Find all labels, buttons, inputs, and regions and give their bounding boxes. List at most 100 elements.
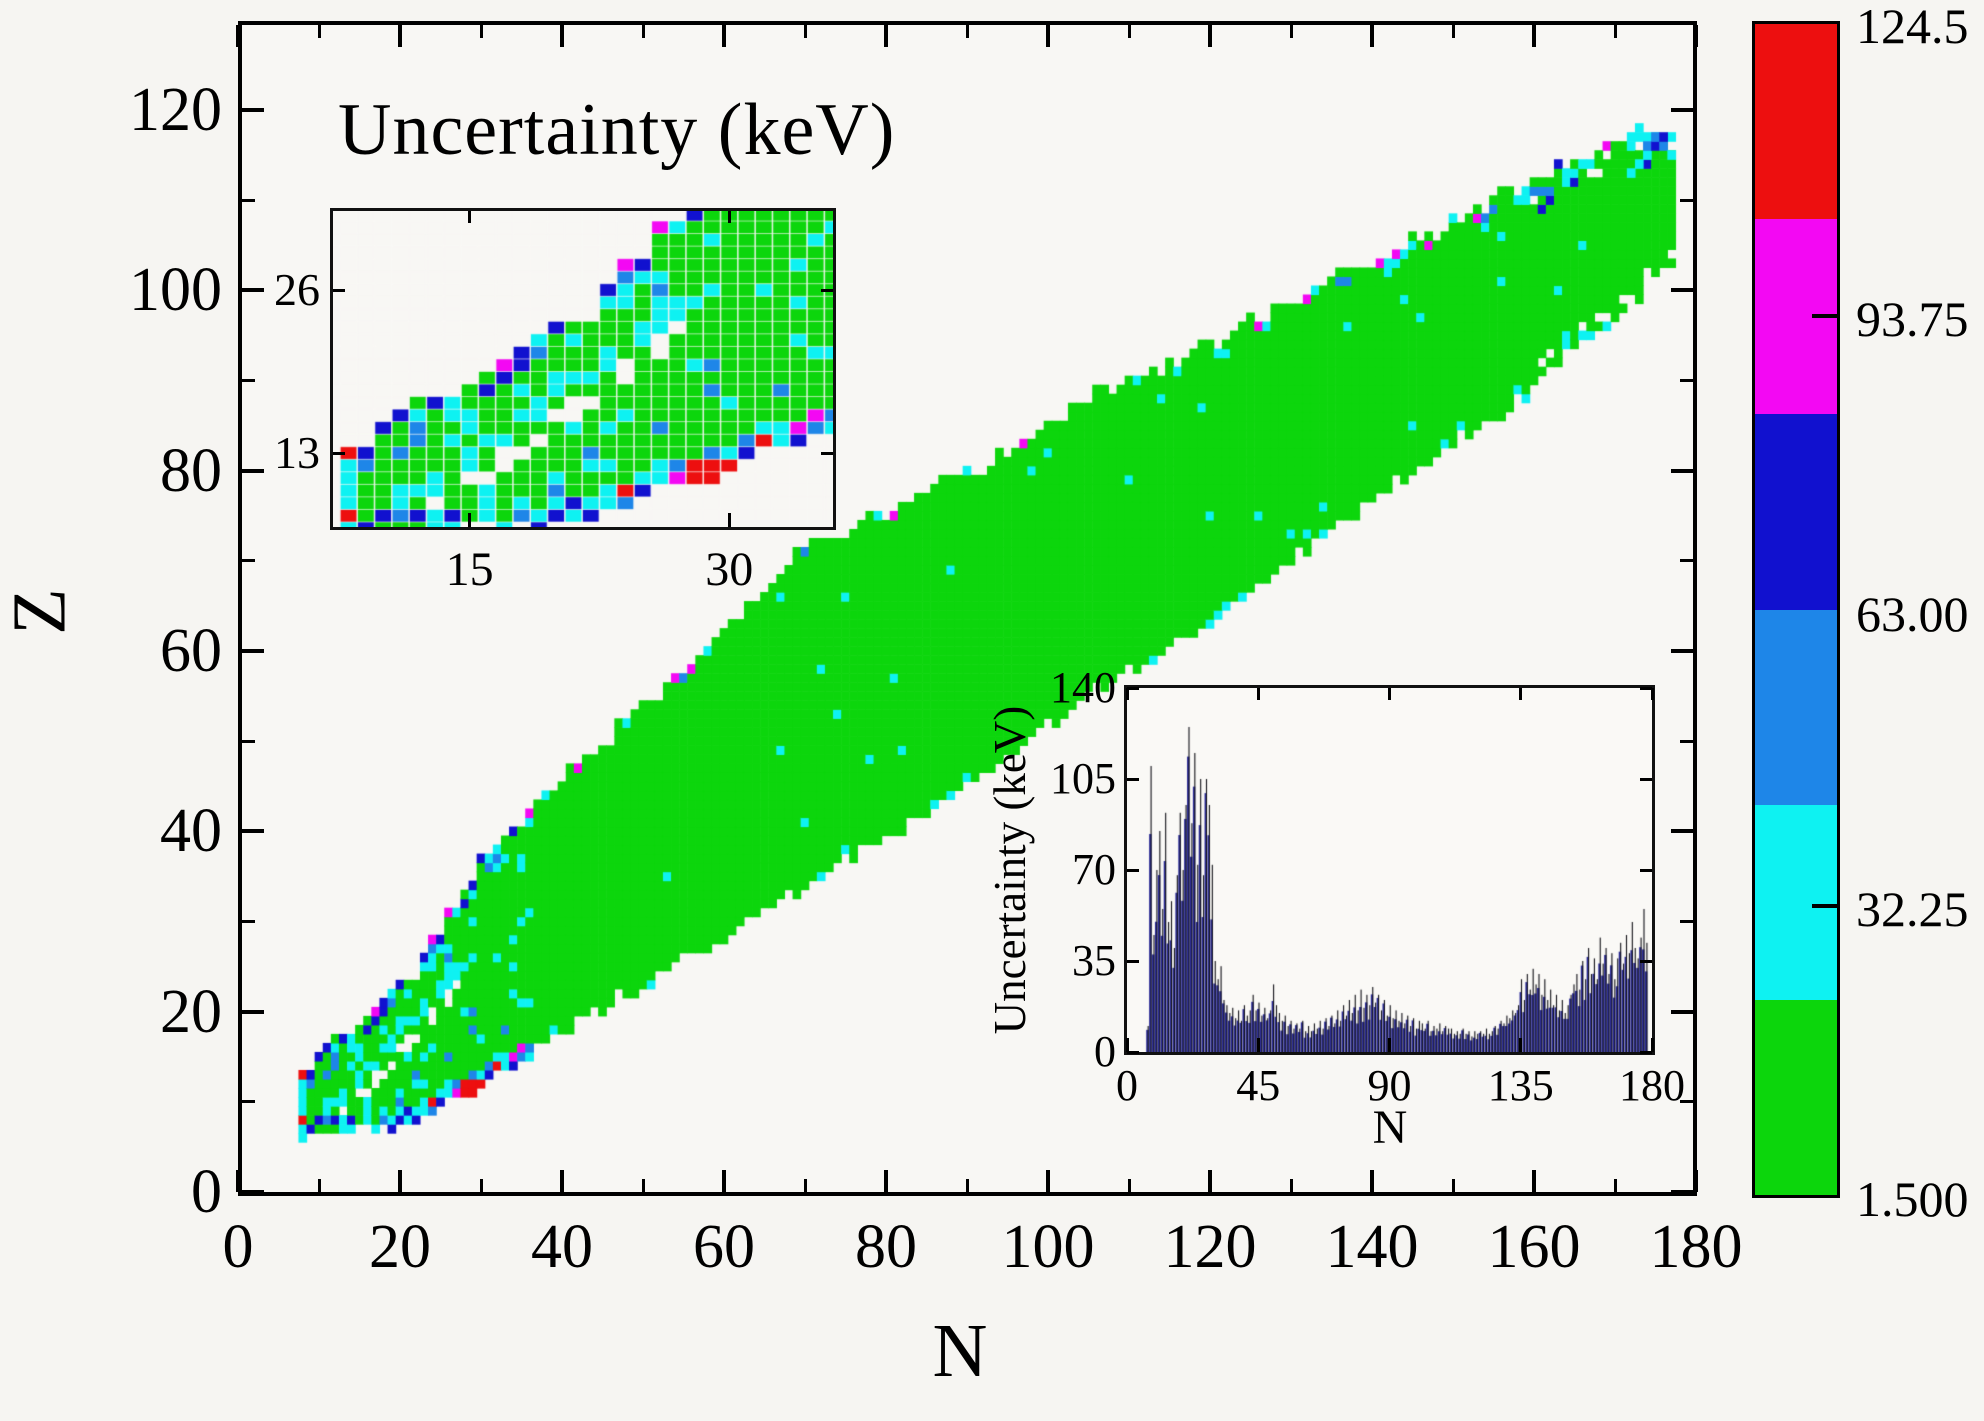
x-tick xyxy=(722,1170,726,1192)
x-tick-top xyxy=(1694,25,1698,47)
x-tick-top xyxy=(1532,25,1536,47)
inset-bar-x-tick xyxy=(1519,1038,1523,1052)
inset-bar-x-tick-top xyxy=(1256,688,1260,700)
x-tick-top xyxy=(884,25,888,47)
colorbar-tick-93 xyxy=(1812,314,1838,318)
inset-zoom-plot-area xyxy=(330,208,836,530)
inset-bar-x-tick-label: 0 xyxy=(1116,1061,1138,1110)
y-tick-right xyxy=(1680,559,1693,563)
x-tick-top xyxy=(236,25,240,47)
inset-bar-y-tick xyxy=(1127,777,1139,781)
inset-zoom-canvas xyxy=(333,211,833,527)
inset-bar-x-tick xyxy=(1256,1038,1260,1052)
x-tick-label: 100 xyxy=(1001,1213,1095,1281)
inset-bar-y-tick-right xyxy=(1640,777,1652,781)
x-tick-top xyxy=(1208,25,1212,47)
inset-zoom-x-tick xyxy=(468,513,472,527)
inset-zoom-y-tick xyxy=(333,451,345,455)
y-tick-right xyxy=(1680,378,1693,382)
x-tick-top xyxy=(479,25,483,38)
x-tick-label: 160 xyxy=(1487,1213,1581,1281)
y-tick-right xyxy=(1671,468,1693,473)
y-tick-right xyxy=(1671,648,1693,653)
y-tick xyxy=(242,288,264,293)
x-tick-top xyxy=(1613,25,1617,38)
inset-bar-y-axis-label: Uncertainty (keV) xyxy=(985,705,1035,1035)
inset-zoom-x-tick xyxy=(727,513,731,527)
inset-bar-y-tick-right xyxy=(1640,1050,1652,1054)
y-tick-label: 60 xyxy=(160,616,222,685)
x-tick-label: 120 xyxy=(1163,1213,1257,1281)
inset-bar-y-tick-label: 140 xyxy=(1050,663,1116,712)
colorbar-segment-0 xyxy=(1755,24,1837,220)
x-tick xyxy=(965,1179,969,1192)
inset-bar-x-tick-label: 45 xyxy=(1236,1061,1281,1110)
colorbar-segment-2 xyxy=(1755,414,1837,610)
inset-bar-y-tick xyxy=(1127,1050,1139,1054)
inset-bar-x-tick-top xyxy=(1388,688,1391,700)
inset-bar-y-tick-right xyxy=(1640,868,1652,872)
y-tick xyxy=(242,829,264,834)
inset-bar-x-tick-top xyxy=(1650,688,1654,700)
inset-bar-x-tick-label: 135 xyxy=(1487,1061,1554,1110)
inset-bar-y-tick-right xyxy=(1640,959,1652,963)
x-tick xyxy=(479,1179,483,1192)
x-tick-top xyxy=(803,25,807,38)
y-tick xyxy=(242,559,255,563)
x-tick xyxy=(560,1170,564,1192)
inset-bar-y-tick-label: 70 xyxy=(1072,845,1116,894)
inset-bar-y-tick-label: 35 xyxy=(1072,936,1116,985)
y-tick-right xyxy=(1680,919,1693,923)
x-tick xyxy=(1451,1179,1455,1192)
x-tick-label: 80 xyxy=(855,1213,917,1281)
inset-zoom-y-tick-right xyxy=(821,451,833,455)
y-tick-label: 100 xyxy=(129,256,222,325)
x-tick xyxy=(236,1170,240,1192)
inset-bar-x-tick xyxy=(1125,1038,1129,1052)
colorbar-segment-5 xyxy=(1755,999,1837,1196)
x-axis-label: N xyxy=(932,1309,988,1393)
x-tick xyxy=(1613,1179,1617,1192)
colorbar xyxy=(1752,21,1840,1198)
y-tick-label: 20 xyxy=(160,977,222,1046)
x-tick xyxy=(1370,1170,1374,1192)
inset-bar-y-tick xyxy=(1127,868,1139,872)
colorbar-label-min: 1.500 xyxy=(1856,1171,1969,1227)
inset-bar-y-tick-right xyxy=(1640,686,1652,690)
y-tick-right xyxy=(1671,829,1693,834)
inset-bar-x-tick-top xyxy=(1125,688,1129,700)
inset-bar-x-tick-label: 90 xyxy=(1367,1061,1412,1110)
inset-zoom-x-tick-top xyxy=(468,211,472,223)
x-tick xyxy=(398,1170,402,1192)
x-tick-top xyxy=(965,25,969,38)
colorbar-segment-3 xyxy=(1755,609,1837,805)
x-tick xyxy=(1208,1170,1212,1192)
y-tick xyxy=(242,107,264,112)
y-tick-right xyxy=(1671,107,1693,112)
x-tick-top xyxy=(1046,25,1050,47)
inset-zoom-y-tick-right xyxy=(821,288,833,292)
x-tick-top xyxy=(560,25,564,47)
plot-title: Uncertainty (keV) xyxy=(338,89,896,171)
y-tick xyxy=(242,919,255,923)
y-tick-right xyxy=(1671,1009,1693,1014)
inset-bar-y-tick xyxy=(1127,686,1139,690)
x-tick-label: 20 xyxy=(369,1213,431,1281)
y-tick-label: 80 xyxy=(160,436,222,505)
colorbar-segment-4 xyxy=(1755,804,1837,1000)
y-tick-right xyxy=(1671,1190,1693,1194)
y-tick-right xyxy=(1680,1100,1693,1104)
y-tick xyxy=(242,378,255,382)
inset-bar-x-axis-label: N xyxy=(1372,1101,1408,1154)
x-tick-top xyxy=(398,25,402,47)
inset-zoom-x-tick-label: 15 xyxy=(445,543,494,596)
colorbar-label-32: 32.25 xyxy=(1856,881,1969,937)
x-tick xyxy=(803,1179,807,1192)
x-tick xyxy=(317,1179,321,1192)
y-tick xyxy=(242,468,264,473)
inset-bar-canvas xyxy=(1127,688,1652,1052)
x-tick xyxy=(1046,1170,1050,1192)
inset-zoom-y-tick xyxy=(333,288,345,292)
y-tick-right xyxy=(1671,288,1693,293)
